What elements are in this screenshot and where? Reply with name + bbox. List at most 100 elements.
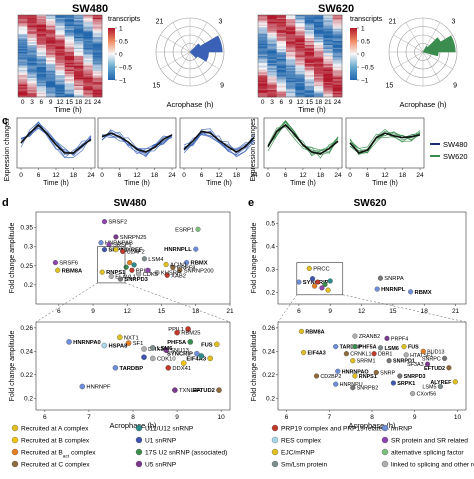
heatmap-cell — [64, 54, 75, 57]
heatmap-cell — [276, 58, 287, 61]
heatmap-cell — [304, 65, 315, 68]
heatmap-cell — [27, 64, 37, 66]
heatmap-cell — [332, 21, 343, 24]
heatmap-cell — [332, 91, 343, 94]
scatter-point — [315, 279, 321, 285]
heatmap-cell — [258, 61, 268, 64]
heatmap-cell — [304, 86, 315, 88]
heatmap-cell — [83, 49, 93, 51]
scatter-point — [322, 281, 328, 287]
heatmap-cell — [64, 46, 75, 49]
heatmap-cell — [295, 42, 305, 44]
heatmap-cell — [276, 94, 287, 96]
heatmap-cell — [36, 47, 47, 50]
heatmap-cell — [46, 30, 56, 32]
heatmap-cell — [46, 60, 56, 62]
scatter-point — [150, 345, 156, 351]
heatmap-cell — [18, 16, 28, 19]
heatmap-x-tick-label: 3 — [30, 99, 34, 106]
heatmap-cell — [27, 31, 37, 34]
heatmap-cell — [36, 61, 47, 64]
scatter-point — [66, 339, 72, 345]
heatmap-cell — [314, 17, 324, 20]
heatmap-cell — [332, 81, 343, 84]
heatmap-cell — [332, 80, 343, 83]
heatmap-cell — [304, 60, 315, 62]
heatmap-cell — [332, 35, 343, 38]
heatmap-cell — [83, 68, 93, 70]
heatmap-cell — [267, 24, 277, 27]
heatmap-cell — [18, 76, 28, 79]
heatmap-cell — [314, 36, 324, 39]
heatmap-cell — [92, 38, 103, 40]
legend-swatch — [135, 436, 143, 444]
scatter-point-label: SNRPN25 — [120, 235, 147, 241]
legend-item: 17S U2 snRNP (associated) — [135, 448, 227, 456]
heatmap-cell — [286, 66, 296, 69]
heatmap-cell — [55, 83, 65, 85]
heatmap-cell — [276, 17, 287, 20]
heatmap-cell — [258, 15, 268, 17]
zoom-box — [296, 262, 344, 296]
heatmap-cell — [295, 21, 305, 24]
heatmap-cell — [74, 61, 84, 64]
heatmap-cell — [332, 30, 343, 32]
heatmap-cell — [332, 86, 343, 88]
polar-wedge — [189, 51, 198, 59]
heatmap-cell — [276, 39, 287, 42]
heatmap-cell — [286, 77, 296, 80]
legend-label: alternative splicing factor — [391, 449, 464, 456]
heatmap-cell — [74, 25, 84, 28]
heatmap-x-tick-label: 24 — [94, 99, 102, 106]
polar-spoke — [393, 34, 424, 53]
legend-label: linked to splicing and other regulators — [391, 461, 474, 468]
heatmap-cell — [27, 50, 37, 53]
legend-label: Recruited at B complex — [21, 437, 90, 444]
heatmap-cell — [258, 94, 268, 96]
polar-spoke — [405, 22, 424, 53]
line-x-tick-label: 12 — [299, 172, 307, 179]
heatmap-cell — [304, 39, 315, 42]
heatmap-cell — [74, 32, 84, 35]
heatmap-cell — [276, 30, 287, 32]
heatmap-cell — [18, 19, 28, 21]
heatmap-cell — [27, 69, 37, 72]
heatmap-cell — [267, 34, 277, 36]
heatmap-cell — [46, 86, 56, 88]
scatter-point — [163, 347, 169, 353]
line-x-tick-label: 6 — [366, 172, 370, 179]
heatmap-cell — [64, 77, 75, 80]
heatmap-cell — [304, 90, 315, 92]
heatmap-cell — [36, 19, 47, 21]
heatmap-cell — [74, 88, 84, 91]
heatmap-cell — [258, 53, 268, 55]
scatter-point-label: SNRPD1 — [393, 359, 415, 365]
heatmap-cell — [83, 36, 93, 39]
heatmap-cell — [258, 80, 268, 83]
heatmap-cell — [304, 68, 315, 70]
heatmap-cell — [295, 61, 305, 64]
scatter-point — [319, 285, 325, 291]
heatmap-cell — [64, 58, 75, 61]
heatmap-cell — [276, 49, 287, 51]
heatmap-cell — [36, 68, 47, 70]
heatmap-cell — [92, 16, 103, 19]
heatmap-x-tick-label: 3 — [270, 99, 274, 106]
heatmap-cell — [74, 54, 84, 57]
heatmap-cell — [83, 91, 93, 94]
heatmap-cell — [304, 79, 315, 81]
heatmap-cell — [314, 75, 324, 77]
heatmap-cell — [276, 65, 287, 68]
heatmap-cell — [46, 46, 56, 49]
scatter-point — [177, 267, 183, 273]
polar-spoke — [189, 22, 208, 53]
heatmap-cell — [304, 16, 315, 19]
heatmap-cell — [27, 42, 37, 44]
heatmap-cell — [74, 43, 84, 46]
heatmap-cell — [258, 23, 268, 25]
heatmap-cell — [27, 38, 37, 40]
heatmap-cell — [267, 25, 277, 28]
heatmap-cell — [258, 92, 268, 95]
heatmap-cell — [267, 15, 277, 17]
legend-item: hnRNP — [381, 424, 413, 432]
